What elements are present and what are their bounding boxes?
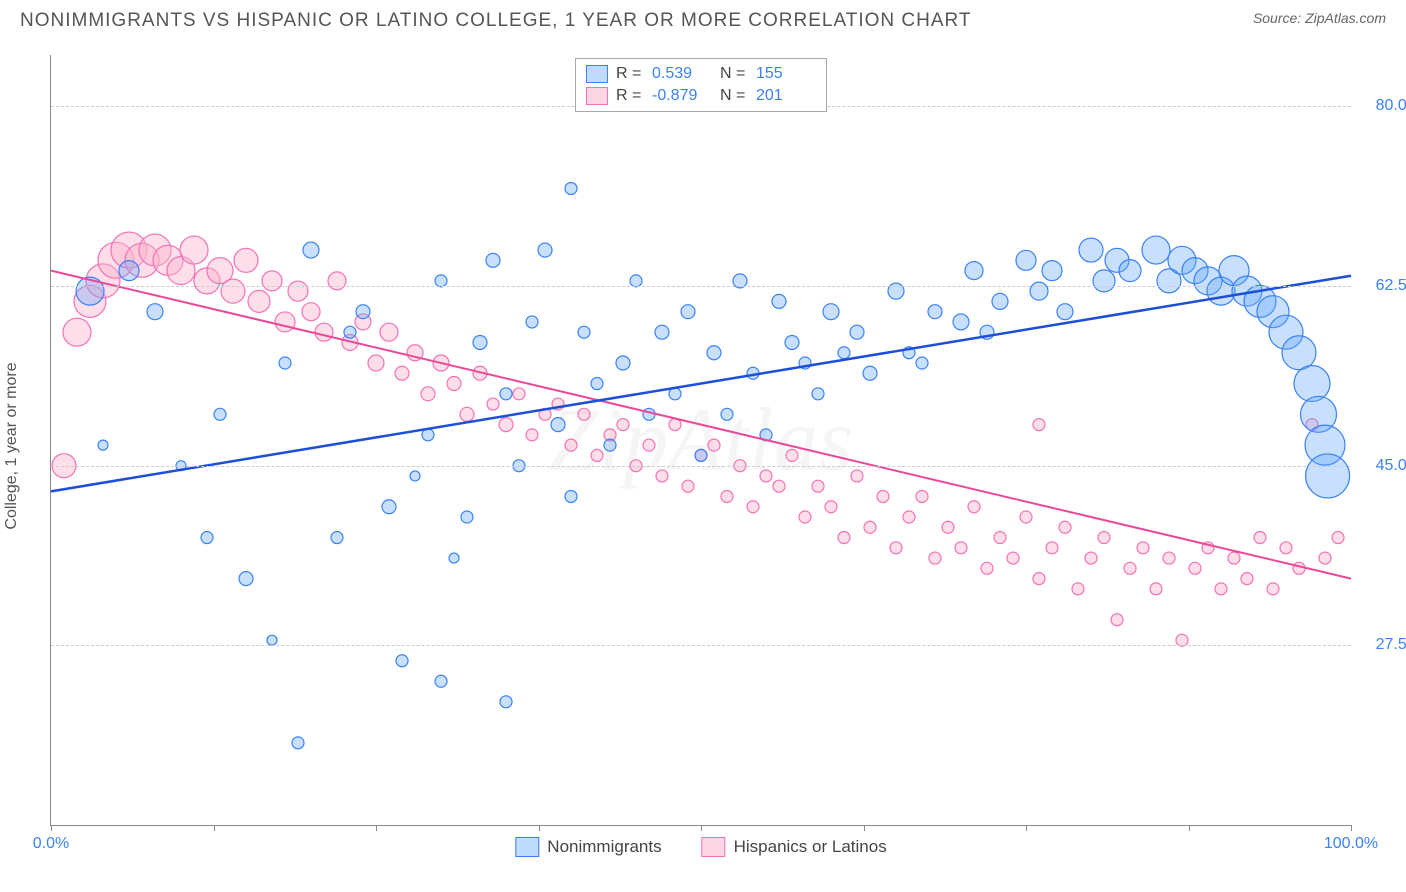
legend-swatch-blue bbox=[515, 837, 539, 857]
stats-row-pink: R = -0.879 N = 201 bbox=[586, 85, 816, 107]
stat-r-blue: 0.539 bbox=[652, 65, 712, 83]
x-tick-mark bbox=[1026, 825, 1027, 831]
gridline-h bbox=[51, 645, 1351, 646]
x-tick-mark bbox=[539, 825, 540, 831]
legend-item-blue: Nonimmigrants bbox=[515, 837, 661, 857]
chart-plot-area: ZipAtlas R = 0.539 N = 155 R = -0.879 N … bbox=[50, 55, 1351, 826]
y-tick-label: 45.0% bbox=[1376, 457, 1406, 475]
chart-header: NONIMMIGRANTS VS HISPANIC OR LATINO COLL… bbox=[0, 0, 1406, 32]
x-tick-mark bbox=[376, 825, 377, 831]
y-tick-label: 80.0% bbox=[1376, 97, 1406, 115]
x-tick-mark bbox=[701, 825, 702, 831]
y-tick-label: 27.5% bbox=[1376, 636, 1406, 654]
scatter-svg bbox=[51, 55, 1351, 825]
x-tick-mark bbox=[1351, 825, 1352, 831]
legend-swatch-pink bbox=[702, 837, 726, 857]
stat-n-pink: 201 bbox=[756, 87, 816, 105]
stats-box: R = 0.539 N = 155 R = -0.879 N = 201 bbox=[575, 58, 827, 112]
x-tick-mark bbox=[1189, 825, 1190, 831]
x-tick-mark bbox=[864, 825, 865, 831]
gridline-h bbox=[51, 286, 1351, 287]
legend-item-pink: Hispanics or Latinos bbox=[702, 837, 887, 857]
x-tick-label: 100.0% bbox=[1324, 835, 1378, 853]
stat-n-blue: 155 bbox=[756, 65, 816, 83]
swatch-blue bbox=[586, 65, 608, 83]
y-axis-label: College, 1 year or more bbox=[3, 362, 21, 529]
chart-title: NONIMMIGRANTS VS HISPANIC OR LATINO COLL… bbox=[20, 10, 972, 32]
swatch-pink bbox=[586, 87, 608, 105]
gridline-h bbox=[51, 466, 1351, 467]
x-tick-mark bbox=[214, 825, 215, 831]
legend: Nonimmigrants Hispanics or Latinos bbox=[515, 837, 886, 857]
stat-r-pink: -0.879 bbox=[652, 87, 712, 105]
y-tick-label: 62.5% bbox=[1376, 277, 1406, 295]
x-tick-label: 0.0% bbox=[33, 835, 69, 853]
source-credit: Source: ZipAtlas.com bbox=[1253, 10, 1386, 26]
x-tick-mark bbox=[51, 825, 52, 831]
stats-row-blue: R = 0.539 N = 155 bbox=[586, 63, 816, 85]
